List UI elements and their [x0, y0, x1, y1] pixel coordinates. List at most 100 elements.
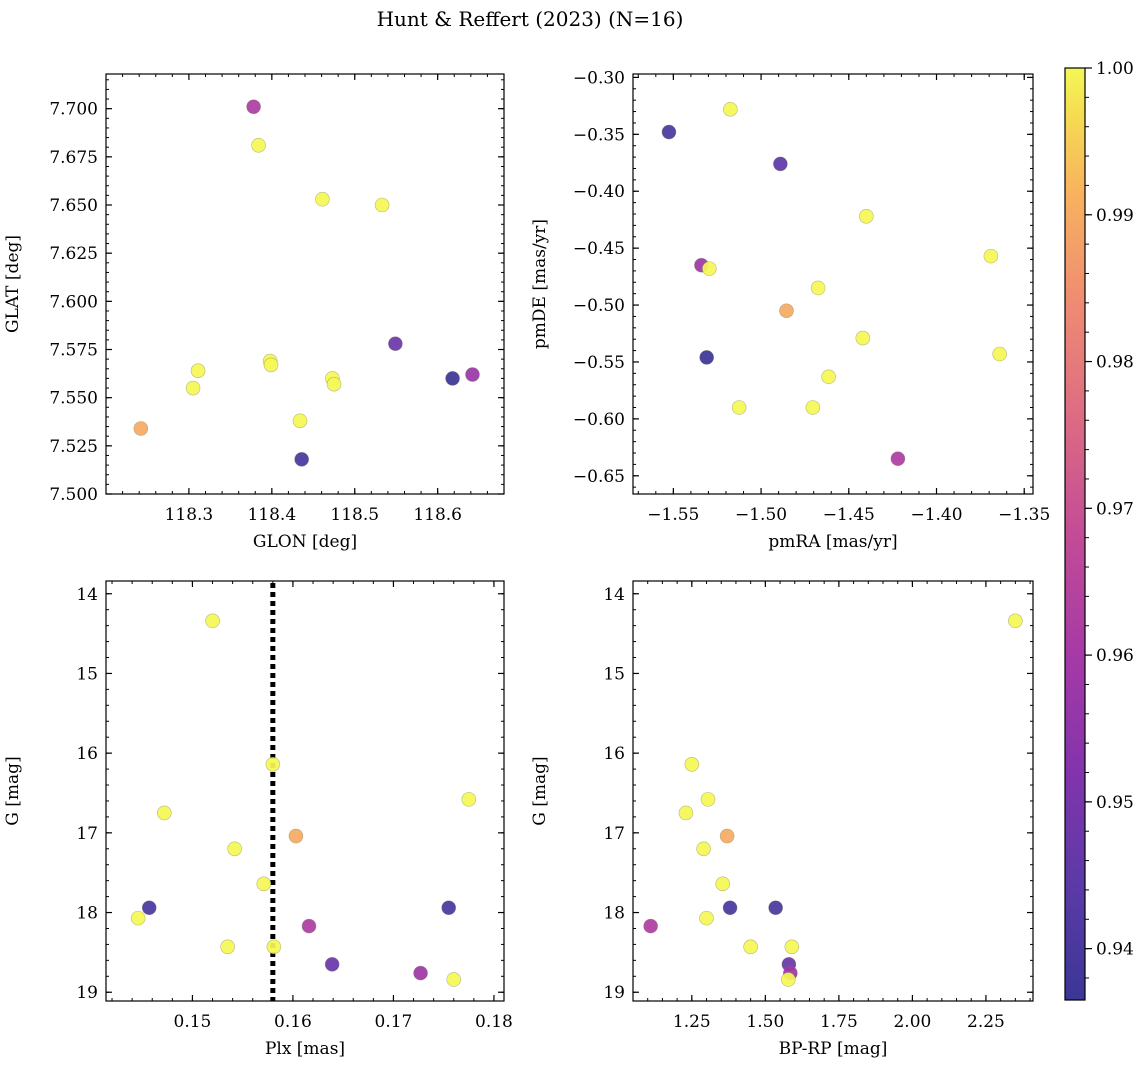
y-tick-label: 15 — [76, 664, 98, 684]
scatter-point — [773, 156, 788, 172]
y-tick-label: 17 — [603, 824, 625, 844]
x-tick-label: 0.16 — [274, 1012, 312, 1032]
scatter-point — [810, 280, 826, 296]
scatter-point — [445, 371, 460, 386]
y-tick-label: 18 — [603, 904, 625, 924]
colorbar: 0.94 0.95 0.96 0.97 0.98 0.99 1.00 — [1064, 59, 1134, 1001]
y-tick-label: 7.625 — [49, 244, 98, 264]
y-tick-label: −0.50 — [573, 296, 625, 316]
scatter-point — [723, 101, 738, 117]
scatter-point — [699, 350, 714, 365]
scatter-point — [265, 757, 281, 772]
y-tick-label: −0.65 — [573, 467, 625, 487]
scatter-point — [768, 900, 783, 916]
scatter-point — [890, 451, 906, 467]
x-axis-label: BP-RP [mag] — [779, 1039, 888, 1059]
colorbar-tick-label: 0.95 — [1096, 793, 1134, 813]
y-axis-label: pmDE [mas/yr] — [530, 219, 550, 349]
x-tick-label: 0.18 — [475, 1012, 513, 1032]
scatter-point — [719, 828, 735, 844]
scatter-point — [684, 757, 700, 772]
y-tick-label: 19 — [603, 983, 625, 1003]
scatter-point — [190, 363, 206, 378]
x-tick-label: 1.75 — [820, 1012, 858, 1032]
scatter-point — [315, 191, 330, 207]
panel-top-left: 118.3 118.4 118.5 118.6 7.500 7.525 7.550 7.575… — [3, 73, 505, 552]
scatter-point — [292, 413, 308, 429]
scatter-point — [263, 357, 279, 373]
y-tick-label: −0.30 — [573, 68, 625, 88]
y-tick-label: 7.525 — [49, 437, 98, 457]
x-axis-label: GLON [deg] — [253, 532, 357, 552]
scatter-point — [699, 910, 714, 926]
axes-frame — [632, 580, 1034, 1002]
scatter-point — [859, 208, 874, 224]
scatter-point — [294, 452, 309, 467]
scatter-point — [301, 918, 317, 934]
x-tick-label: 1.50 — [746, 1012, 784, 1032]
scatter-point — [780, 972, 796, 987]
scatter-point — [185, 380, 201, 396]
scatter-point — [326, 376, 342, 392]
scatter-point — [1008, 613, 1023, 629]
scatter-point — [722, 900, 738, 916]
scatter-point — [156, 805, 172, 821]
y-tick-label: −0.55 — [573, 353, 625, 373]
scatter-point — [696, 841, 711, 857]
x-tick-label: −1.55 — [647, 505, 699, 525]
y-axis-label: GLAT [deg] — [3, 235, 23, 333]
scatter-point — [256, 876, 272, 892]
scatter-point — [446, 972, 462, 987]
y-tick-label: 7.550 — [49, 389, 98, 409]
y-tick-label: 17 — [76, 824, 98, 844]
panel-bottom-right: 1.25 1.50 1.75 2.00 2.25 14 15 16 17 18 19 BP-RP [m… — [530, 580, 1034, 1059]
panel-bottom-left: 0.15 0.16 0.17 0.18 14 15 16 17 18 19 Plx [mas] G [… — [3, 580, 513, 1059]
x-tick-label: 118.6 — [413, 505, 462, 525]
scatter-point — [441, 900, 457, 916]
colorbar-gradient — [1064, 67, 1086, 1001]
x-tick-label: 2.00 — [893, 1012, 931, 1032]
x-tick-label: 0.15 — [174, 1012, 212, 1032]
x-tick-label: 118.3 — [165, 505, 214, 525]
scatter-point — [461, 792, 477, 807]
axes-frame — [105, 73, 505, 495]
scatter-point — [130, 910, 146, 926]
x-axis-label: pmRA [mas/yr] — [768, 532, 897, 552]
scatter-point — [227, 841, 242, 857]
y-tick-label: 14 — [603, 585, 625, 605]
y-tick-label: −0.60 — [573, 410, 625, 430]
scatter-point — [141, 900, 157, 916]
y-tick-label: −0.40 — [573, 182, 625, 202]
colorbar-tick-label: 0.96 — [1096, 646, 1134, 666]
scatter-point — [731, 400, 747, 415]
y-tick-label: 7.500 — [49, 485, 98, 505]
colorbar-tick-label: 1.00 — [1096, 59, 1134, 79]
x-tick-label: 2.25 — [967, 1012, 1005, 1032]
scatter-point — [661, 124, 677, 140]
y-tick-label: 15 — [603, 664, 625, 684]
scatter-point — [246, 99, 261, 115]
colorbar-tick-label: 0.99 — [1096, 206, 1134, 226]
scatter-point — [133, 421, 149, 436]
y-tick-label: 7.675 — [49, 148, 98, 168]
colorbar-tick-label: 0.97 — [1096, 499, 1134, 519]
scatter-point — [743, 939, 758, 955]
scatter-point — [715, 876, 731, 892]
y-tick-label: 16 — [603, 744, 625, 764]
y-tick-label: 14 — [76, 585, 98, 605]
scatter-point — [266, 939, 282, 955]
scatter-point — [374, 197, 390, 213]
scatter-point — [805, 400, 821, 415]
colorbar-tick-label: 0.94 — [1096, 940, 1134, 960]
scatter-point — [821, 369, 836, 385]
x-axis-label: Plx [mas] — [265, 1039, 345, 1059]
x-tick-label: −1.45 — [823, 505, 875, 525]
scatter-point — [465, 367, 480, 382]
scatter-point — [855, 330, 871, 346]
x-tick-label: −1.50 — [735, 505, 787, 525]
y-axis-label: G [mag] — [530, 756, 550, 825]
colorbar-tick-label: 0.98 — [1096, 353, 1134, 373]
x-tick-label: −1.40 — [910, 505, 962, 525]
scatter-point — [702, 261, 717, 276]
scatter-point — [413, 965, 428, 981]
